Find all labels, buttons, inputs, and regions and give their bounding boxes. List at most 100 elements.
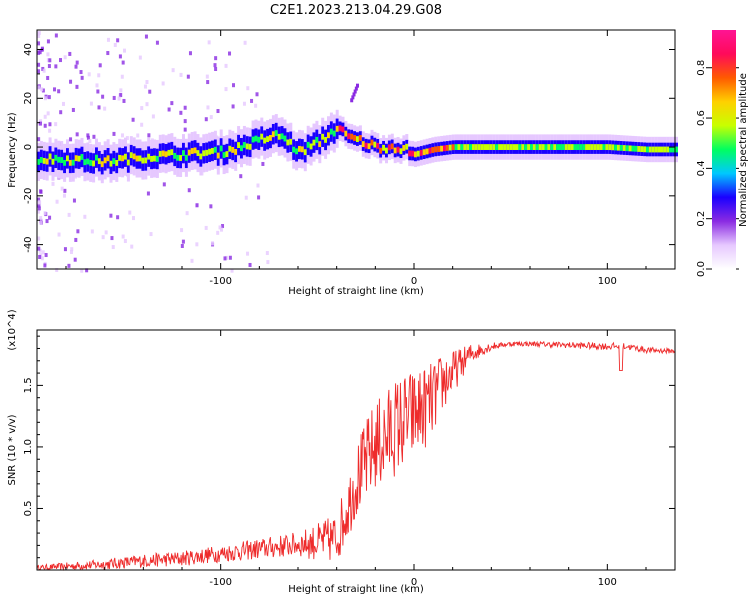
spectrogram-core-cell	[414, 151, 417, 158]
spectrogram-noise-cell	[266, 260, 270, 265]
spectrogram-noise-cell	[123, 239, 127, 244]
snr-panel: -100 0 100 0.5 1.0 1.5 Height of straight lin…	[7, 309, 676, 595]
spectrogram-noise-cell	[62, 193, 66, 198]
spectrogram-noise-cell	[120, 74, 124, 79]
spectrogram-noise-cell	[48, 215, 52, 220]
spectrogram-noise-cell	[136, 133, 140, 138]
spectrogram-core-cell	[619, 144, 623, 151]
spectrogram-noise-cell	[53, 87, 57, 92]
spectrogram-noise-cell	[149, 232, 153, 237]
spectrogram-noise-cell	[204, 225, 208, 230]
spectrogram-core-cell	[524, 144, 528, 150]
spectrogram-noise-cell	[179, 110, 183, 115]
spectrogram-noise-cell	[112, 131, 116, 136]
spectrogram-noise-cell	[181, 239, 185, 244]
spectrogram-core-cell	[486, 144, 490, 150]
spectrogram-noise-cell	[75, 132, 79, 137]
spectrogram-core-cell	[628, 145, 632, 152]
spectrogram-noise-cell	[230, 268, 234, 273]
spectrogram-noise-cell	[228, 51, 232, 56]
snr-xlabel: Height of straight line (km)	[288, 584, 424, 595]
spectrogram-noise-cell	[73, 257, 77, 262]
snr-axes: -100 0 100 0.5 1.0 1.5	[23, 330, 675, 588]
spectrogram-core-cell	[350, 133, 354, 140]
spectrogram-noise-cell	[97, 105, 101, 110]
spectrogram-core-cell	[344, 130, 348, 137]
spectrogram-core-cell	[286, 139, 290, 146]
spectrogram-noise-cell	[205, 74, 209, 79]
spectrogram-core-cell	[585, 144, 589, 150]
spectrogram-core-cell	[498, 144, 502, 150]
spectrogram-noise-cell	[106, 37, 110, 42]
spectrogram-noise-cell	[104, 230, 108, 235]
spectrogram-noise-cell	[117, 96, 121, 101]
spectrogram-noise-cell	[57, 232, 61, 237]
spectrogram-noise-cell	[206, 80, 210, 85]
spectrogram-noise-cell	[254, 103, 258, 108]
spectrogram-core-cell	[492, 144, 496, 150]
spectrogram-core-cell	[660, 146, 664, 153]
spectrogram-noise-cell	[180, 228, 184, 233]
spectrogram-core-cell	[280, 133, 284, 140]
spectrogram-noise-cell	[37, 31, 41, 36]
spectrogram-core-cell	[457, 144, 461, 150]
spectrogram-noise-cell	[213, 63, 217, 68]
spectrogram-core-cell	[408, 150, 412, 157]
spectrogram-core-cell	[553, 144, 557, 150]
spectrogram-noise-cell	[206, 105, 210, 110]
spectrogram-core-cell	[295, 148, 299, 155]
spectrogram-noise-cell	[119, 88, 123, 93]
spectrogram-core-cell	[509, 144, 513, 150]
spectrogram-core-cell	[95, 154, 98, 161]
spectrogram-noise-cell	[248, 262, 252, 267]
spectrogram-xlabel: Height of straight line (km)	[288, 286, 424, 297]
spectrogram-core-cell	[176, 154, 180, 161]
spectrogram-noise-cell	[37, 62, 41, 67]
spectrogram-frame	[36, 29, 676, 270]
spectrogram-core-cell	[48, 153, 52, 160]
spectrogram-noise-cell	[351, 95, 355, 100]
spectrogram-core-cell	[193, 147, 197, 154]
spectrogram-core-cell	[126, 159, 130, 166]
spectrogram-noise-cell	[87, 72, 91, 77]
spectrogram-core-cell	[182, 150, 185, 157]
spectrogram-core-cell	[422, 149, 426, 156]
spectrogram-core-cell	[309, 143, 313, 150]
spectrogram-noise-cell	[38, 248, 42, 253]
spectrogram-noise-cell	[128, 210, 132, 215]
spectrogram-core-cell	[570, 144, 574, 150]
spectrogram-core-cell	[477, 144, 481, 150]
spectrogram-noise-cell	[51, 181, 55, 186]
spectrogram-noise-cell	[55, 199, 59, 204]
spectrogram-noise-cell	[46, 52, 50, 57]
spectrogram-core-cell	[86, 158, 90, 165]
spectrogram-ytick-label: -20	[23, 188, 34, 204]
spectrogram-core-cell	[112, 158, 116, 165]
spectrogram-noise-cell	[46, 39, 50, 44]
snr-frame	[36, 329, 676, 571]
spectrogram-noise-cell	[38, 255, 42, 260]
spectrogram-core-cell	[187, 149, 191, 156]
spectrogram-noise-cell	[38, 121, 42, 126]
spectrogram-noise-cell	[43, 114, 47, 119]
spectrogram-core-cell	[213, 146, 217, 153]
spectrogram-core-cell	[596, 144, 600, 150]
colorbar-tick-label: 0.8	[696, 60, 707, 76]
spectrogram-noise-cell	[60, 186, 64, 191]
spectrogram-noise-cell	[145, 80, 149, 85]
spectrogram-noise-cell	[40, 46, 44, 51]
spectrogram-core-cell	[666, 146, 670, 153]
spectrogram-core-cell	[495, 144, 499, 150]
spectrogram-core-cell	[144, 157, 148, 164]
snr-xtick-label: 100	[598, 577, 617, 588]
spectrogram-core-cell	[602, 144, 606, 150]
spectrogram-core-cell	[222, 152, 226, 158]
spectrogram-noise-cell	[356, 83, 359, 88]
spectrogram-core-cell	[648, 146, 652, 153]
spectrogram-core-cell	[269, 134, 272, 141]
spectrogram-noise-cell	[120, 133, 124, 138]
spectrogram-ytick-label: -40	[23, 236, 34, 252]
spectrogram-core-cell	[228, 145, 232, 152]
spectrogram-core-cell	[454, 144, 458, 150]
spectrogram-noise-cell	[41, 250, 45, 255]
